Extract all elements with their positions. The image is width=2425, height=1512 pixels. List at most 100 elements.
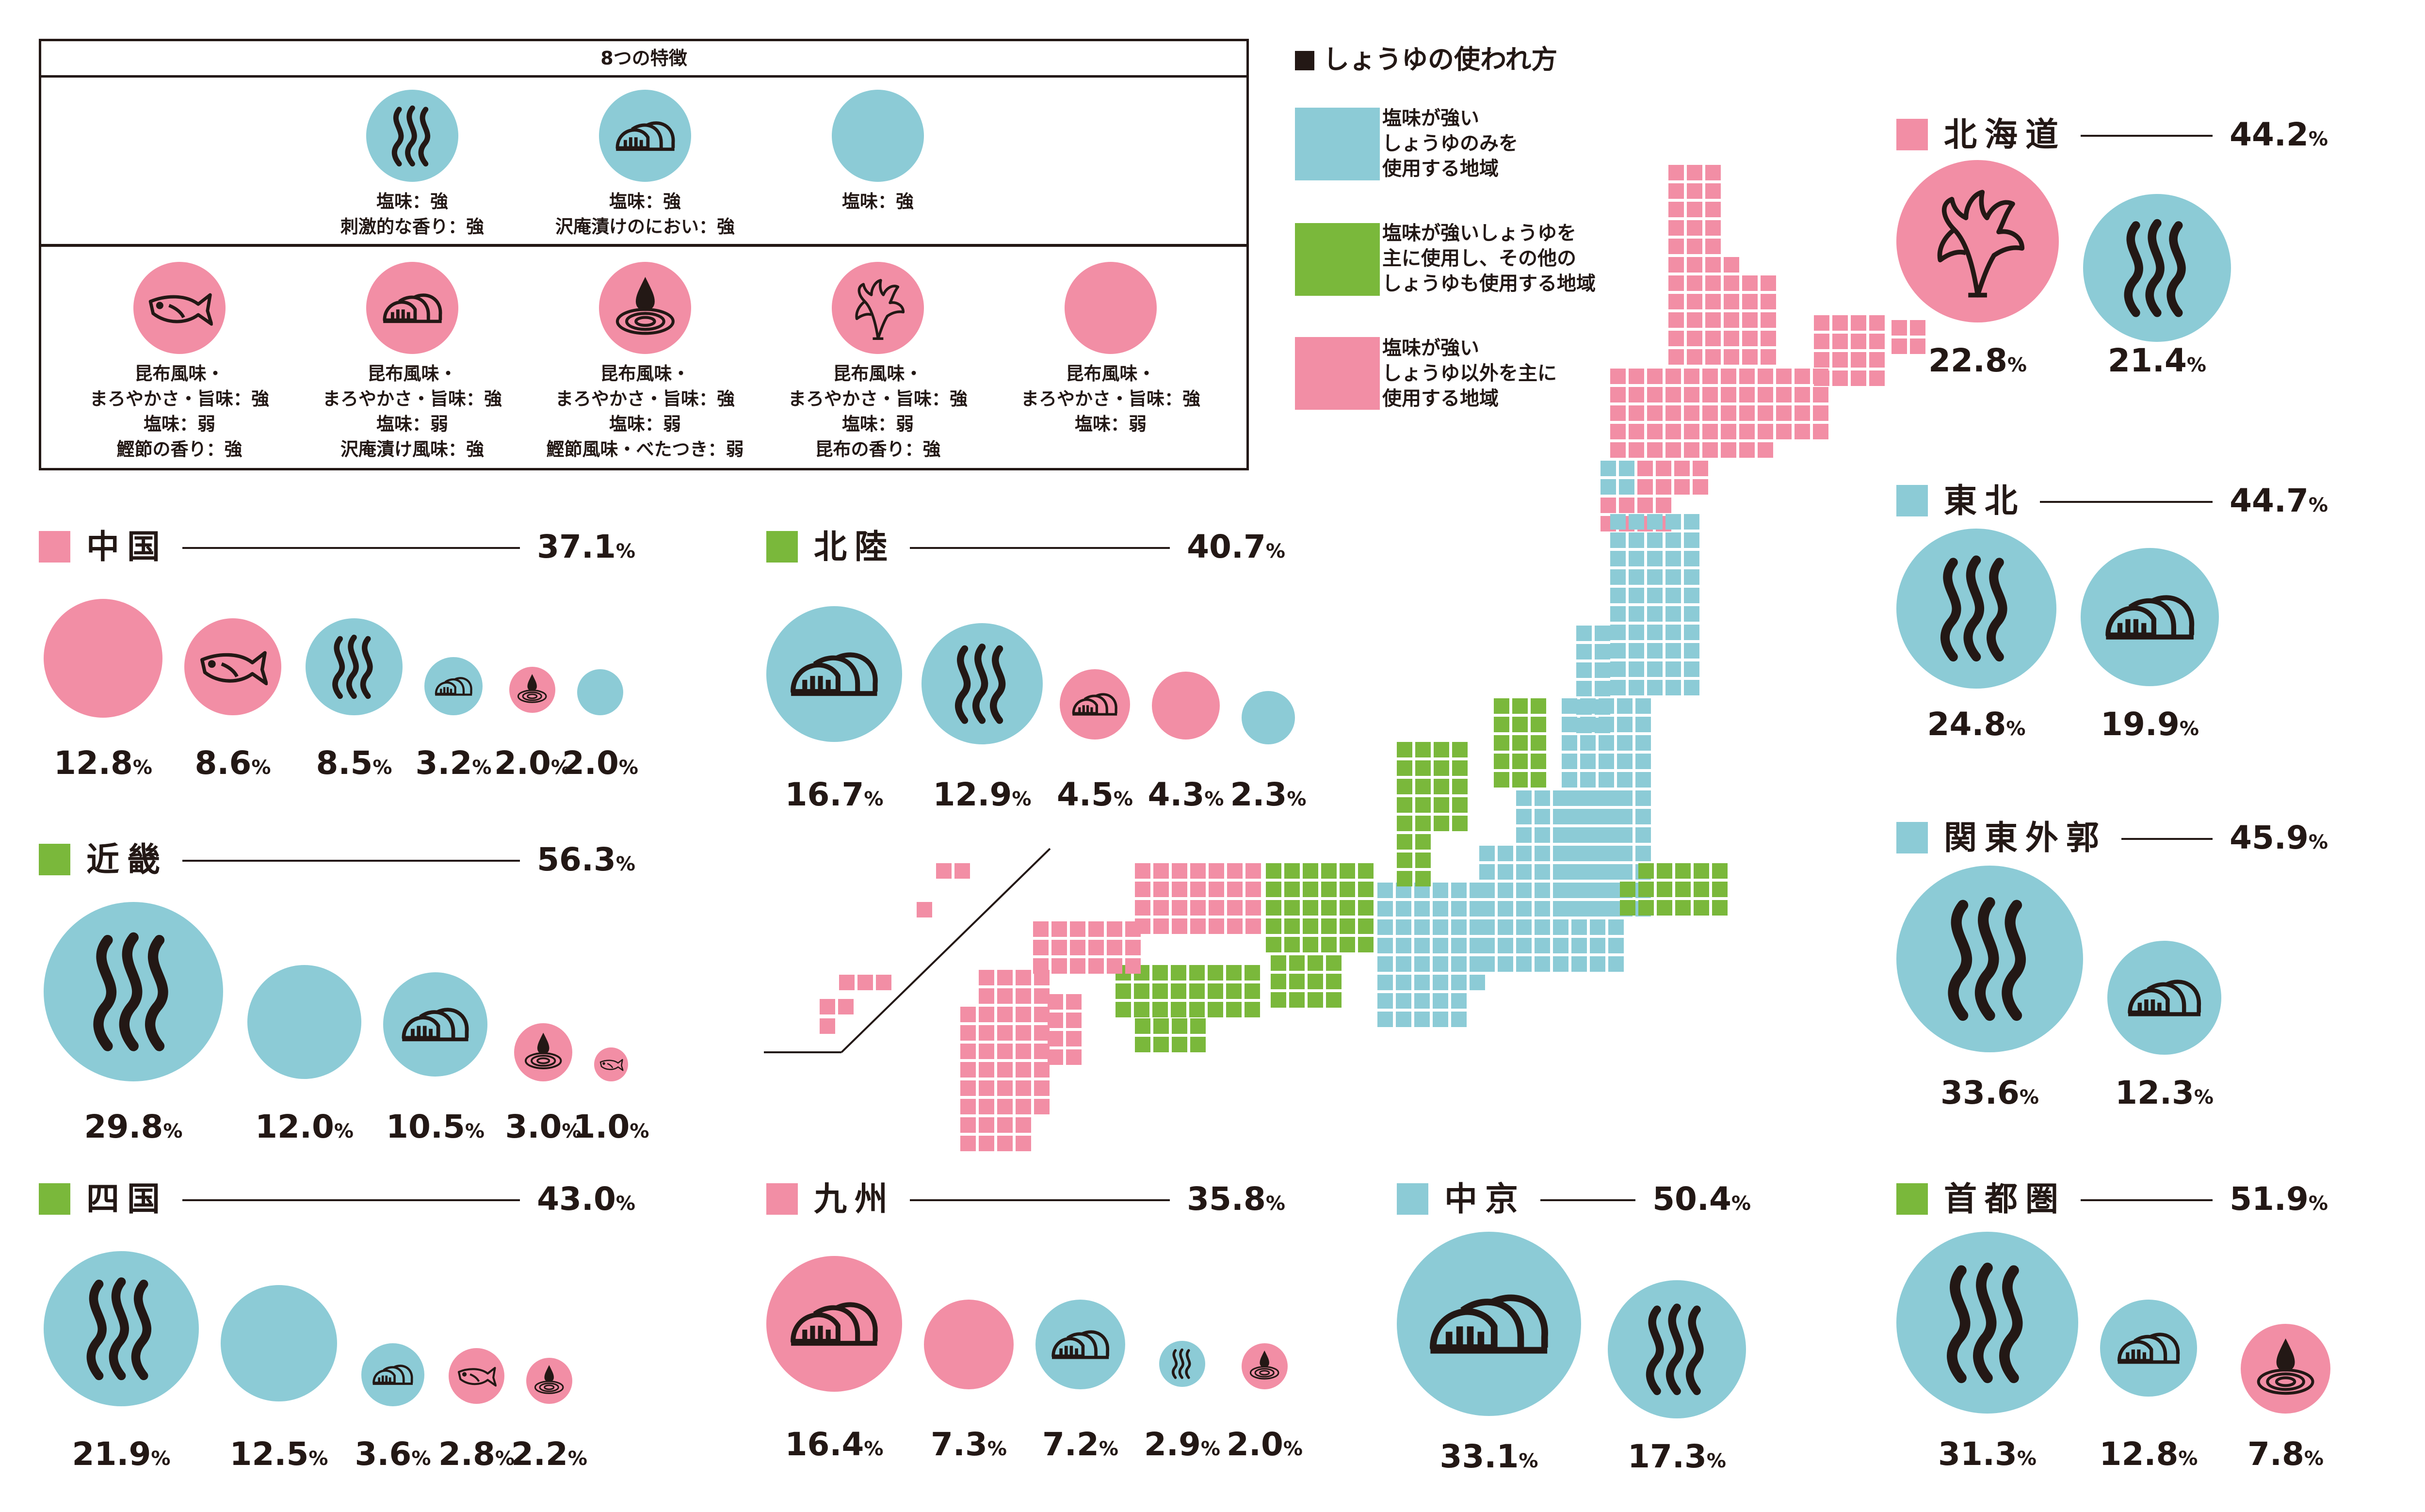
- map-tile: [1245, 863, 1261, 879]
- region-share: 44.7%: [2230, 482, 2328, 519]
- map-tile: [1637, 498, 1653, 513]
- map-tile: [1498, 919, 1513, 935]
- map-tile: [1227, 882, 1243, 897]
- map-tile: [1415, 816, 1431, 831]
- map-tile: [1070, 958, 1085, 974]
- map-tile: [1358, 900, 1374, 916]
- map-tile: [1535, 864, 1550, 880]
- share-bubble: [44, 599, 162, 718]
- region-usage-swatch: [1896, 119, 1928, 150]
- map-tile: [1303, 863, 1318, 879]
- map-tile: [1702, 405, 1718, 421]
- map-tile: [1761, 294, 1776, 309]
- map-tile: [1721, 442, 1736, 458]
- legend-plain-circle: [1065, 262, 1157, 354]
- map-tile: [1189, 983, 1205, 999]
- region-share: 37.1%: [537, 528, 635, 565]
- region-name: 東北: [1944, 482, 2026, 520]
- map-tile: [1034, 1080, 1050, 1096]
- share-value: 2.9%: [1144, 1426, 1220, 1463]
- region-leader-line: [182, 860, 520, 862]
- map-tile: [1153, 882, 1169, 897]
- map-tile: [1516, 938, 1532, 953]
- map-tile: [1208, 1002, 1223, 1017]
- share-value: 12.3%: [2115, 1074, 2214, 1111]
- map-tile: [979, 988, 994, 1004]
- map-tile: [1531, 772, 1546, 788]
- map-tile: [1245, 900, 1261, 916]
- map-tile: [1512, 754, 1528, 769]
- map-tile: [1553, 809, 1568, 824]
- map-tile: [1396, 993, 1411, 1009]
- map-tile: [1629, 551, 1644, 566]
- pickles-icon: [366, 262, 458, 354]
- map-tile: [1705, 239, 1721, 254]
- map-tile: [1687, 239, 1702, 254]
- map-tile: [1702, 369, 1718, 384]
- map-tile: [1832, 315, 1848, 331]
- map-tile: [1705, 312, 1721, 328]
- map-tile: [960, 1025, 976, 1041]
- map-tile: [1135, 1018, 1150, 1034]
- map-tile: [1153, 900, 1169, 916]
- map-tile: [1813, 405, 1828, 421]
- map-tile: [1266, 937, 1281, 952]
- map-tile: [1284, 937, 1300, 952]
- map-tile: [1739, 387, 1755, 402]
- region-leader-line: [182, 547, 520, 549]
- map-tile: [1610, 569, 1626, 585]
- map-tile: [997, 1007, 1013, 1022]
- map-tile: [1414, 975, 1430, 990]
- map-tile: [1326, 955, 1342, 971]
- map-tile: [1694, 900, 1709, 916]
- map-tile: [1190, 1037, 1206, 1052]
- share-value: 24.8%: [1927, 706, 2026, 743]
- map-tile: [1415, 779, 1431, 794]
- map-tile: [1451, 919, 1467, 935]
- map-tile: [1227, 863, 1243, 879]
- map-tile: [1284, 882, 1300, 897]
- map-tile: [1107, 940, 1122, 955]
- map-tile: [1687, 349, 1702, 365]
- map-tile: [1016, 970, 1031, 985]
- map-tile: [979, 1044, 994, 1059]
- share-value: 22.8%: [1928, 342, 2027, 379]
- map-tile: [1190, 1018, 1206, 1034]
- pickles-icon: [2100, 1300, 2197, 1397]
- map-tile: [1451, 1012, 1467, 1027]
- map-tile: [1494, 772, 1509, 788]
- map-tile: [1684, 387, 1699, 402]
- map-tile: [1125, 958, 1141, 974]
- map-tile: [1814, 352, 1829, 368]
- fish-icon: [133, 262, 226, 354]
- map-tile: [1172, 882, 1187, 897]
- map-tile: [1172, 1018, 1187, 1034]
- map-tile: [1135, 900, 1150, 916]
- map-tile: [997, 1080, 1013, 1096]
- legend-feature-5: 昆布風味・ まろやかさ・旨味：強 塩味：弱 沢庵漬け風味：強: [323, 363, 502, 460]
- map-tile: [1892, 320, 1907, 336]
- map-tile: [1088, 940, 1104, 955]
- map-tile: [1016, 1117, 1031, 1133]
- map-tile: [1724, 294, 1739, 309]
- map-tile: [1608, 809, 1624, 824]
- map-tile: [979, 1062, 994, 1078]
- map-tile: [1610, 532, 1626, 548]
- map-tile: [1665, 424, 1681, 439]
- map-legend-swatch-green: [1295, 223, 1380, 296]
- map-tile: [1553, 956, 1568, 972]
- map-tile: [1610, 424, 1626, 439]
- map-tile: [1562, 754, 1577, 769]
- map-tile: [1266, 882, 1281, 897]
- map-tile: [1610, 514, 1626, 530]
- map-tile: [1668, 331, 1684, 346]
- region-usage-swatch: [1896, 1183, 1928, 1215]
- map-tile: [1153, 1037, 1169, 1052]
- map-tile: [1271, 955, 1286, 971]
- map-tile: [1705, 183, 1721, 199]
- map-tile: [1016, 1062, 1031, 1078]
- pickles-icon: [2107, 941, 2221, 1055]
- map-tile: [1610, 405, 1626, 421]
- map-tile: [1629, 532, 1644, 548]
- region-usage-swatch: [39, 531, 70, 563]
